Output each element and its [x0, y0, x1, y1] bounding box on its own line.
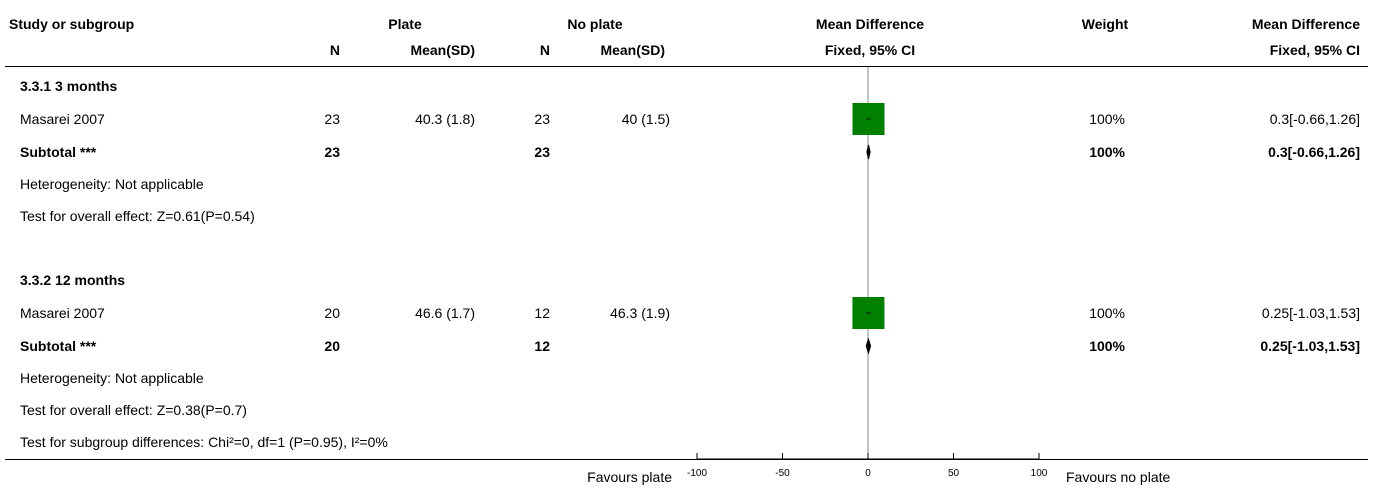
subtotal-no-plate-n: 12	[534, 338, 550, 354]
subtotal-weight: 100%	[1089, 338, 1125, 354]
subtotal-diamond	[866, 144, 871, 160]
study-plate-n: 23	[324, 111, 340, 127]
overall-effect-text: Test for overall effect: Z=0.61(P=0.54)	[20, 208, 255, 224]
subtotal-ci: 0.3[-0.66,1.26]	[1268, 144, 1360, 160]
study-ci: 0.3[-0.66,1.26]	[1269, 111, 1360, 127]
mean-difference-header-2: Mean Difference	[1251, 16, 1360, 32]
study-plate-meansd: 46.6 (1.7)	[415, 305, 475, 321]
subgroup-title: 3.3.2 12 months	[20, 272, 126, 288]
favours-right-label: Favours no plate	[1066, 469, 1171, 485]
subtotal-ci: 0.25[-1.03,1.53]	[1260, 338, 1360, 354]
study-plate-meansd: 40.3 (1.8)	[415, 111, 475, 127]
subtotal-no-plate-n: 23	[534, 144, 550, 160]
subtotal-diamond	[865, 337, 872, 355]
method-header: Fixed, 95% CI	[824, 42, 916, 58]
subtotal-plate-n: 23	[324, 144, 340, 160]
study-column-header: Study or subgroup	[9, 16, 135, 32]
subtotal-label: Subtotal ***	[20, 338, 97, 354]
study-no-plate-n: 23	[534, 111, 550, 127]
subgroup-differences-text: Test for subgroup differences: Chi²=0, d…	[20, 434, 388, 450]
subgroup-title: 3.3.1 3 months	[20, 78, 118, 94]
study-plate-n: 20	[324, 305, 340, 321]
method-header-2: Fixed, 95% CI	[1269, 42, 1360, 58]
plate-group-header: Plate	[388, 16, 422, 32]
x-tick-label: -50	[775, 468, 790, 479]
x-tick-label: 100	[1031, 468, 1048, 479]
plate-meansd-header: Mean(SD)	[410, 42, 475, 58]
subtotal-plate-n: 20	[324, 338, 340, 354]
plate-n-header: N	[329, 42, 340, 58]
study-weight: 100%	[1089, 111, 1125, 127]
footer-rule	[5, 459, 1368, 460]
study-no-plate-meansd: 40 (1.5)	[621, 111, 670, 127]
study-weight: 100%	[1089, 305, 1125, 321]
heterogeneity-text: Heterogeneity: Not applicable	[20, 176, 204, 192]
study-no-plate-n: 12	[534, 305, 550, 321]
study-name: Masarei 2007	[20, 305, 105, 321]
header-rule	[5, 66, 1368, 67]
overall-effect-text: Test for overall effect: Z=0.38(P=0.7)	[20, 402, 247, 418]
x-tick-label: -100	[687, 468, 707, 479]
mean-difference-header: Mean Difference	[815, 16, 925, 32]
x-tick-label: 0	[865, 468, 871, 479]
x-tick-label: 50	[948, 468, 960, 479]
study-name: Masarei 2007	[20, 111, 105, 127]
weight-header: Weight	[1081, 16, 1129, 32]
study-ci: 0.25[-1.03,1.53]	[1261, 305, 1360, 321]
no-plate-n-header: N	[539, 42, 550, 58]
no-plate-meansd-header: Mean(SD)	[600, 42, 665, 58]
favours-left-label: Favours plate	[587, 469, 672, 485]
subtotal-weight: 100%	[1089, 144, 1125, 160]
subtotal-label: Subtotal ***	[20, 144, 97, 160]
study-no-plate-meansd: 46.3 (1.9)	[610, 305, 670, 321]
heterogeneity-text: Heterogeneity: Not applicable	[20, 370, 204, 386]
no-plate-group-header: No plate	[567, 16, 623, 32]
